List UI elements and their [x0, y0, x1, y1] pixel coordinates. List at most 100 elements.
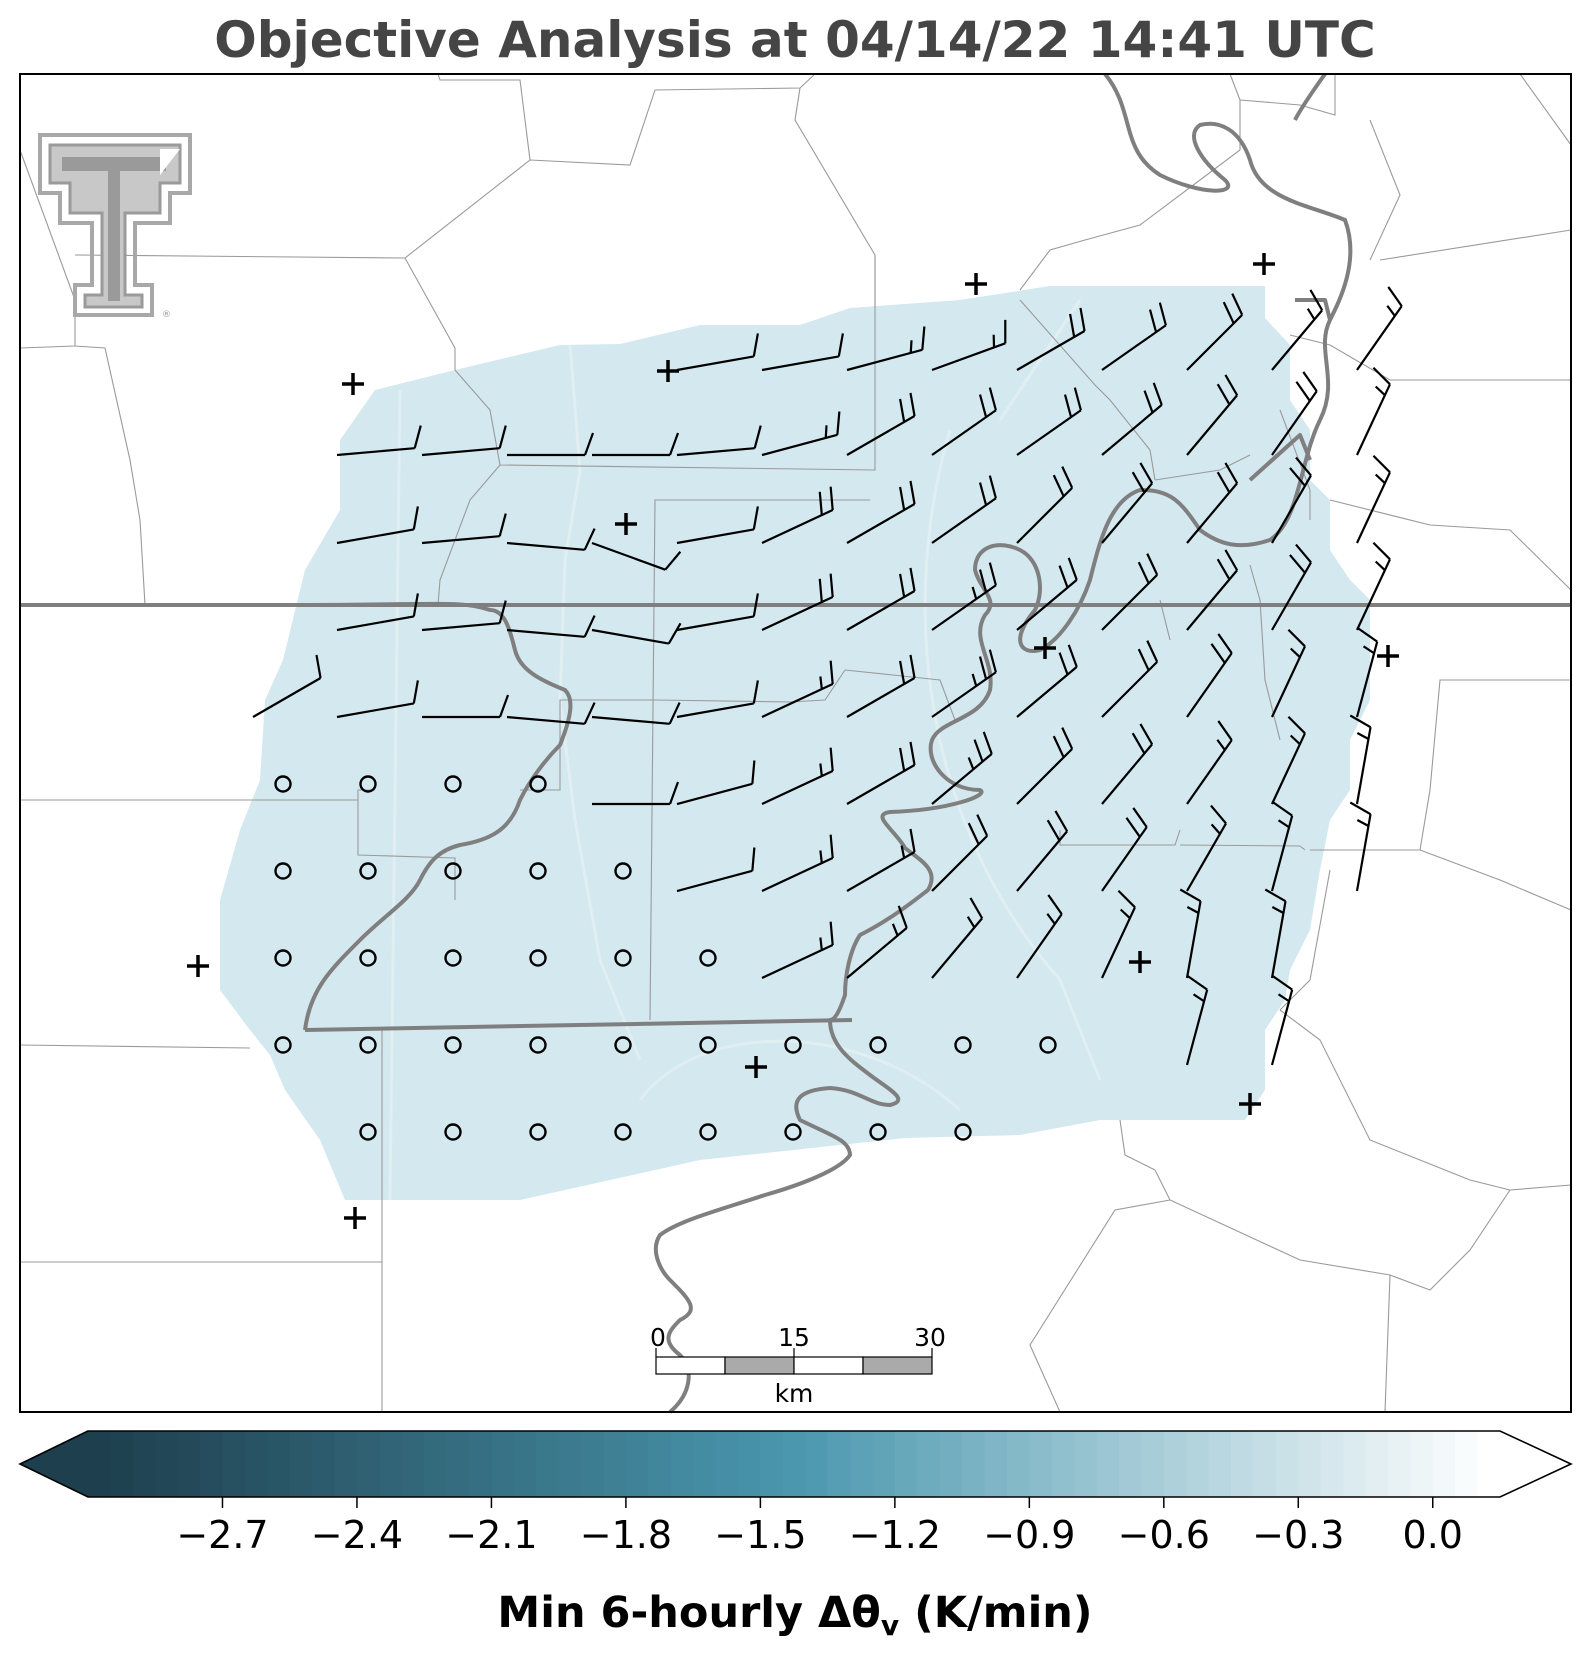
colorbar-cell: [1029, 1431, 1053, 1497]
colorbar-cell: [850, 1431, 874, 1497]
scale-label-15: 15: [778, 1323, 810, 1352]
wind-barb: [1186, 804, 1227, 892]
wind-barb: [676, 760, 756, 806]
county-borders: [19, 73, 1572, 1413]
wind-barb: [591, 541, 682, 571]
wind-barb: [1271, 456, 1312, 544]
calm-wind-markers: [274, 775, 1057, 1141]
wind-barb: [1270, 801, 1294, 892]
wind-barb: [1271, 543, 1312, 631]
colorbar-cell: [289, 1431, 313, 1497]
wind-barb: [676, 593, 759, 632]
colorbar-cell: [670, 1431, 694, 1497]
colorbar-cell: [379, 1431, 403, 1497]
wind-barb: [506, 615, 596, 638]
wind-barb: [761, 660, 834, 718]
calm-wind-circle: [699, 949, 717, 967]
colorbar-cell: [1477, 1431, 1501, 1497]
wind-barb: [591, 702, 681, 725]
texas-tech-double-t-logo: ®: [38, 133, 192, 320]
wind-barb: [507, 432, 595, 457]
wind-barb: [1101, 889, 1136, 979]
colorbar-tick-label: −2.1: [445, 1513, 537, 1557]
wind-barb: [931, 387, 997, 456]
colorbar-cell: [356, 1431, 380, 1497]
calm-wind-circle: [359, 1123, 377, 1141]
wind-barb: [506, 528, 596, 551]
calm-wind-circle: [359, 1036, 377, 1054]
colorbar-cell: [737, 1431, 761, 1497]
calm-wind-circle: [529, 775, 547, 793]
wind-barb: [1016, 644, 1078, 718]
wind-barb: [1271, 289, 1324, 371]
colorbar-cell: [1186, 1431, 1210, 1497]
wind-barb: [1271, 715, 1306, 805]
wind-barb: [1101, 807, 1148, 892]
wind-barb: [1186, 549, 1239, 631]
wind-barb: [1355, 627, 1379, 718]
colorbar-cell: [446, 1431, 470, 1497]
wind-barb: [1016, 387, 1082, 456]
wind-barb: [931, 649, 997, 718]
wind-barb: [846, 654, 916, 718]
wind-barb: [846, 326, 926, 372]
wind-barb: [506, 702, 596, 725]
colorbar-cell: [1343, 1431, 1367, 1497]
river-segment: [1293, 72, 1327, 121]
wind-barb: [592, 432, 680, 457]
colorbar-tick-label: 0.0: [1403, 1513, 1463, 1557]
colorbar-tick-label: −2.4: [311, 1513, 403, 1557]
calm-wind-circle: [954, 1036, 972, 1054]
colorbar: −2.7 −2.4 −2.1 −1.8 −1.5 −1.2 −0.9 −0.6 −0.3 0.0: [18, 1430, 1573, 1557]
wind-barb: [676, 847, 756, 893]
calm-wind-circle: [444, 775, 462, 793]
colorbar-cell: [222, 1431, 246, 1497]
calm-wind-circle: [784, 1123, 802, 1141]
calm-wind-circle: [274, 862, 292, 880]
wind-barb: [846, 828, 916, 892]
wind-barb: [931, 319, 1007, 372]
colorbar-cell: [693, 1431, 717, 1497]
wind-barb: [1186, 462, 1239, 544]
wind-barb: [931, 814, 989, 892]
colorbar-cell: [1051, 1431, 1075, 1497]
colorbar-cell: [827, 1431, 851, 1497]
calm-wind-circle: [1039, 1036, 1057, 1054]
calm-wind-circle: [359, 775, 377, 793]
colorbar-cell: [1118, 1431, 1142, 1497]
wind-barb: [1016, 894, 1063, 979]
colorbar-cell: [581, 1431, 605, 1497]
wind-barbs: [252, 286, 1403, 1066]
colorbar-cell: [244, 1431, 268, 1497]
colorbar-tick-label: −1.2: [849, 1513, 941, 1557]
colorbar-cell: [401, 1431, 425, 1497]
colorbar-cell: [962, 1431, 986, 1497]
wind-barb: [1349, 714, 1372, 805]
colorbar-cell: [558, 1431, 582, 1497]
wind-barb: [761, 411, 841, 457]
colorbar-cell: [88, 1431, 112, 1497]
calm-wind-circle: [444, 1036, 462, 1054]
colorbar-cell: [805, 1431, 829, 1497]
colorbar-cell: [894, 1431, 918, 1497]
wind-barb: [422, 694, 510, 719]
wind-barb: [931, 731, 993, 805]
wind-barb: [1016, 307, 1086, 371]
colorbar-cell: [984, 1431, 1008, 1497]
calm-wind-circle: [359, 862, 377, 880]
colorbar-cell: [177, 1431, 201, 1497]
calm-wind-circle: [699, 1123, 717, 1141]
wind-barb: [761, 921, 834, 979]
calm-wind-circle: [274, 775, 292, 793]
wind-barb: [1101, 640, 1159, 718]
colorbar-cell: [1365, 1431, 1389, 1497]
wind-barb: [931, 897, 984, 979]
colorbar-cell: [1096, 1431, 1120, 1497]
wind-barb: [1186, 633, 1233, 718]
calm-wind-circle: [784, 1036, 802, 1054]
wind-barb: [1270, 975, 1294, 1066]
colorbar-cell: [1298, 1431, 1322, 1497]
station-markers: [187, 253, 1399, 1229]
wind-barb: [846, 741, 916, 805]
colorbar-cell: [1141, 1431, 1165, 1497]
